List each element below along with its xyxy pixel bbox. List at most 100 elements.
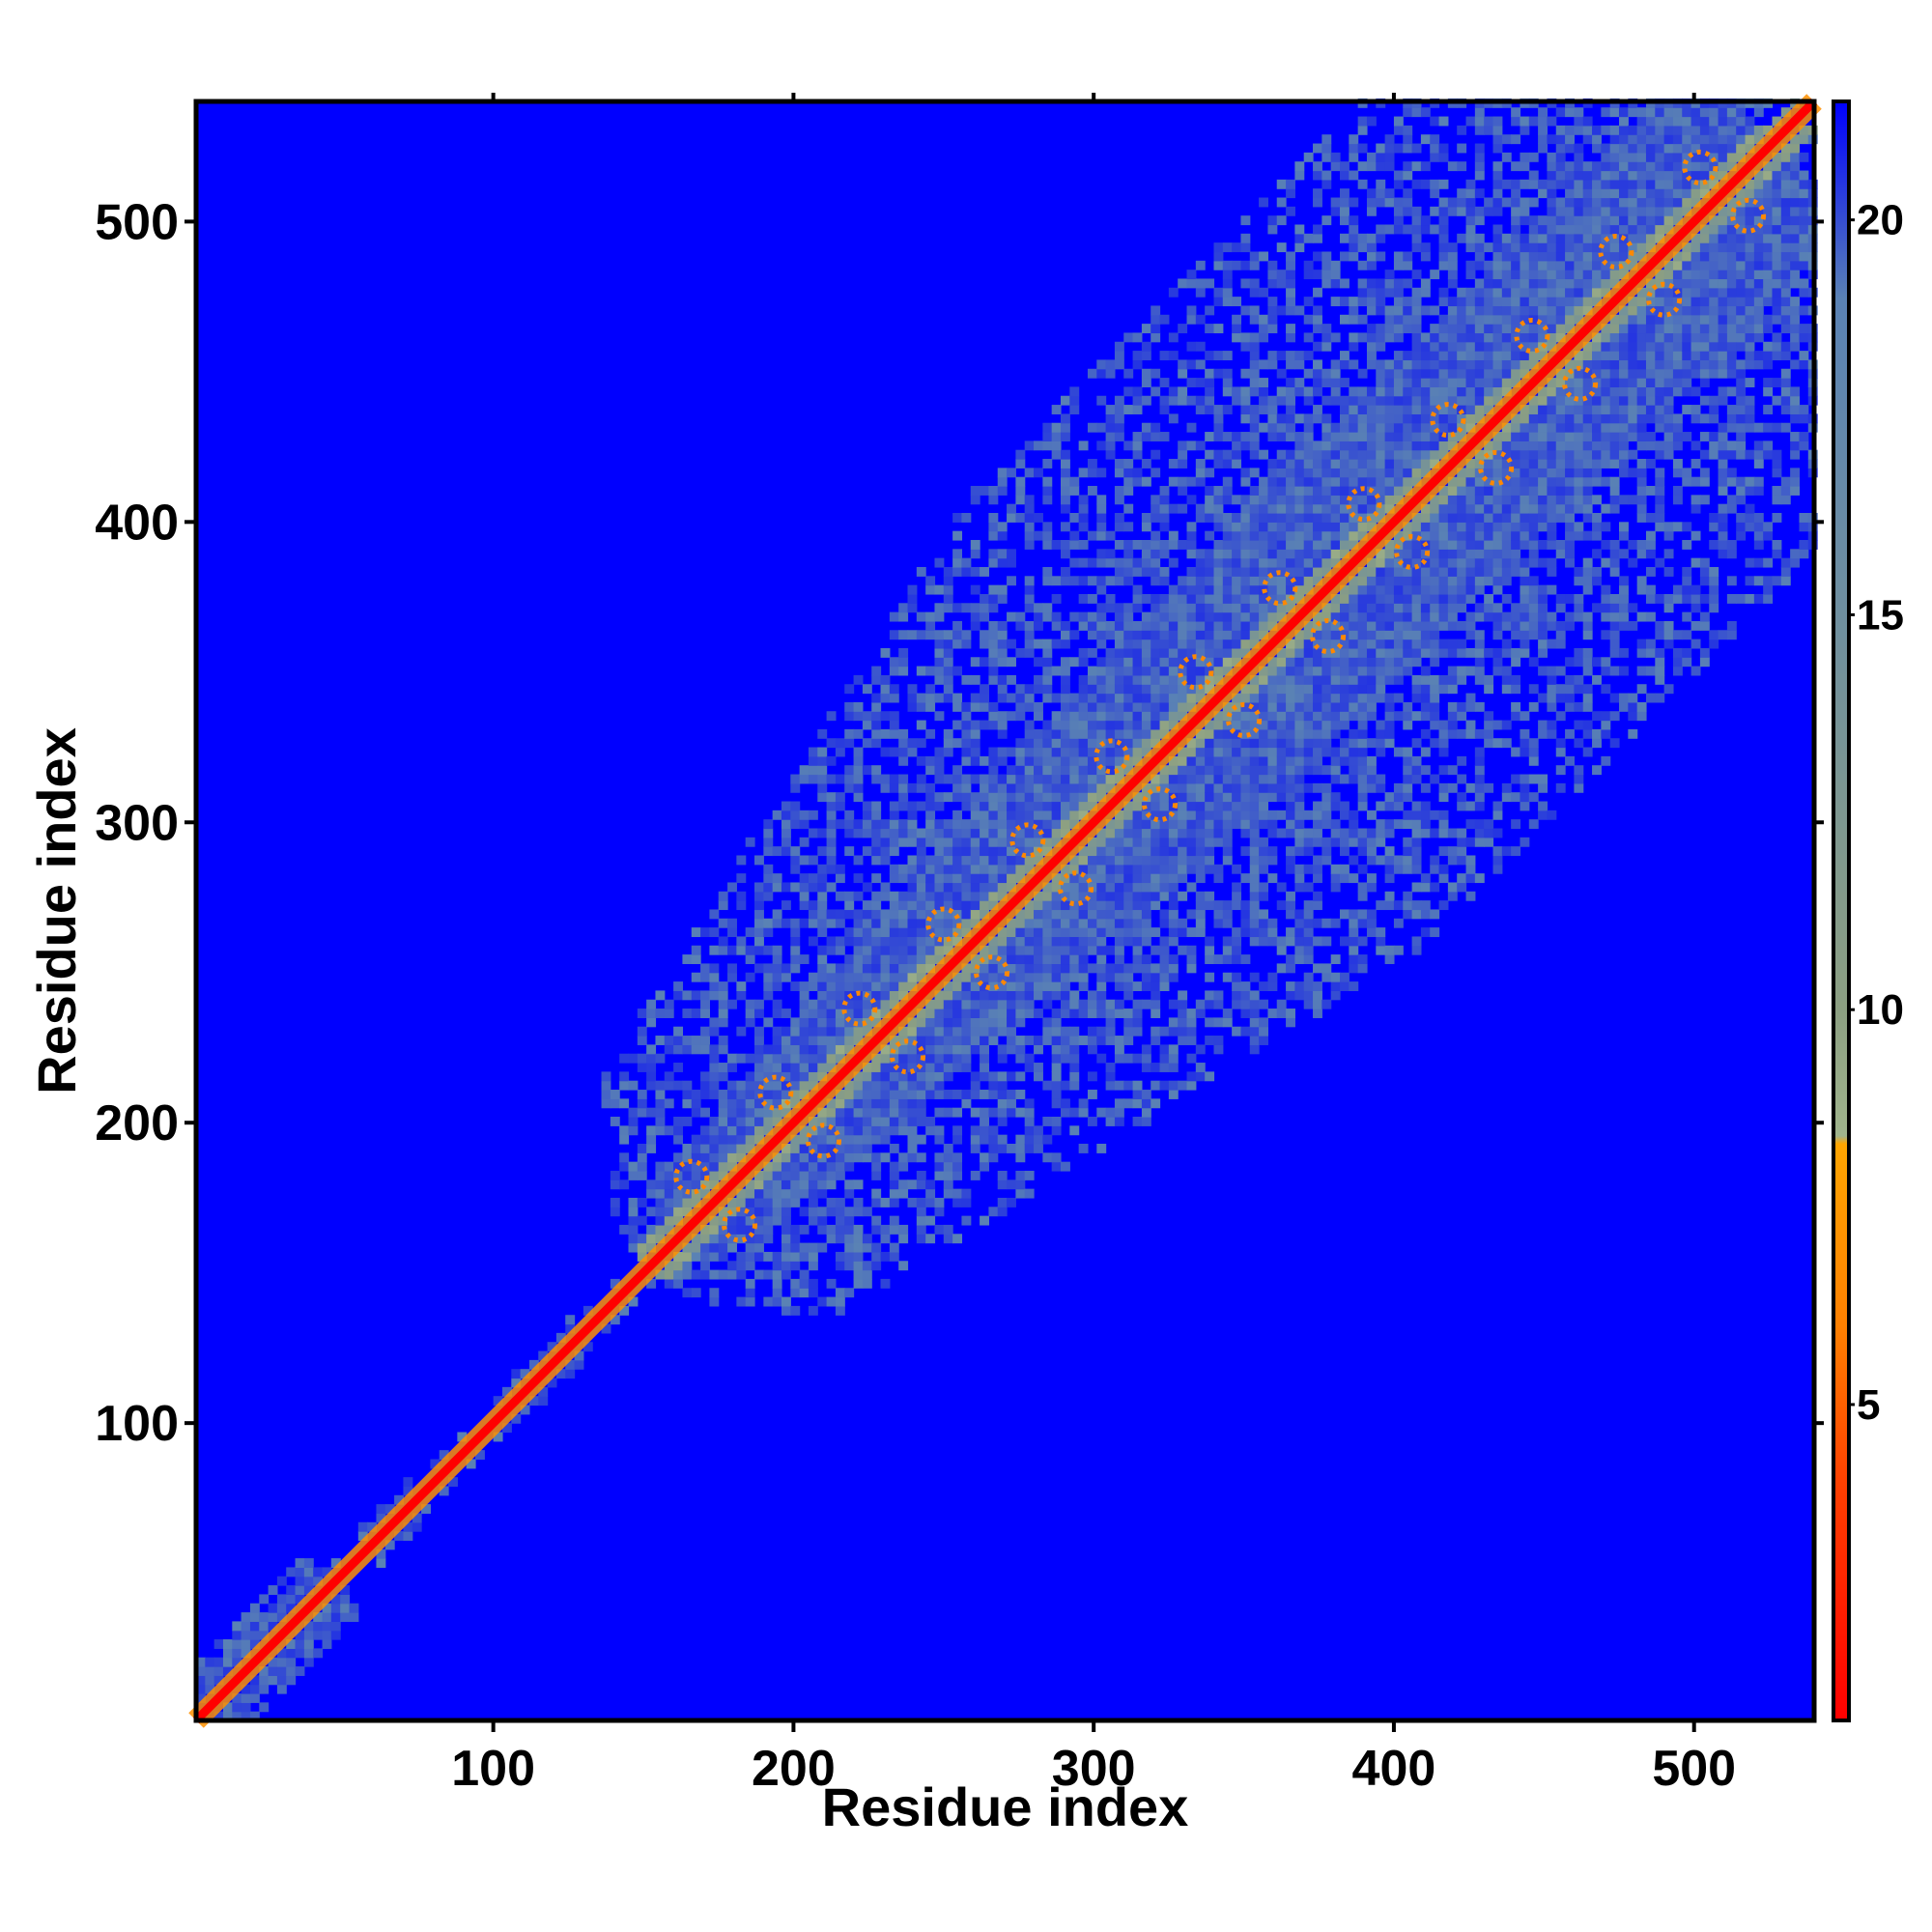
heatmap-cell bbox=[1357, 332, 1368, 343]
heatmap-cell bbox=[1321, 539, 1332, 550]
heatmap-cell bbox=[1105, 909, 1116, 920]
heatmap-cell bbox=[340, 1603, 351, 1613]
heatmap-cell bbox=[1078, 900, 1089, 911]
heatmap-cell bbox=[1042, 755, 1053, 766]
heatmap-cell bbox=[988, 1134, 999, 1145]
heatmap-cell bbox=[1069, 576, 1080, 586]
heatmap-cell bbox=[1267, 513, 1278, 523]
heatmap-cell bbox=[1078, 576, 1089, 586]
heatmap-cell bbox=[907, 1098, 918, 1109]
heatmap-cell bbox=[844, 1044, 855, 1055]
heatmap-cell bbox=[1313, 170, 1322, 181]
heatmap-cell bbox=[1051, 801, 1062, 811]
heatmap-cell bbox=[1249, 674, 1260, 685]
heatmap-cell bbox=[1232, 449, 1242, 460]
heatmap-cell bbox=[1042, 720, 1053, 730]
heatmap-cell bbox=[682, 1090, 693, 1099]
heatmap-cell bbox=[1286, 720, 1295, 730]
heatmap-cell bbox=[1420, 909, 1431, 920]
heatmap-cell bbox=[1321, 476, 1332, 487]
heatmap-cell bbox=[862, 1207, 872, 1217]
heatmap-cell bbox=[988, 891, 999, 901]
heatmap-cell bbox=[898, 918, 909, 928]
heatmap-cell bbox=[970, 828, 980, 838]
heatmap-cell bbox=[1232, 819, 1242, 830]
heatmap-cell bbox=[1366, 188, 1377, 199]
heatmap-cell bbox=[1321, 666, 1332, 676]
heatmap-cell bbox=[1430, 927, 1440, 938]
heatmap-cell bbox=[1411, 341, 1422, 352]
heatmap-cell bbox=[1007, 468, 1016, 478]
heatmap-cell bbox=[772, 882, 782, 893]
heatmap-cell bbox=[1313, 720, 1322, 730]
heatmap-cell bbox=[1007, 945, 1016, 955]
heatmap-cell bbox=[988, 1090, 999, 1099]
heatmap-cell bbox=[1411, 909, 1422, 920]
heatmap-cell bbox=[1447, 405, 1458, 414]
heatmap-cell bbox=[1015, 972, 1026, 982]
heatmap-cell bbox=[736, 1117, 747, 1126]
heatmap-cell bbox=[1178, 927, 1188, 938]
heatmap-cell bbox=[682, 1152, 693, 1163]
heatmap-cell bbox=[1114, 513, 1124, 523]
heatmap-cell bbox=[1259, 620, 1269, 631]
heatmap-cell bbox=[1141, 611, 1151, 622]
heatmap-cell bbox=[1024, 810, 1035, 820]
heatmap-cell bbox=[1195, 819, 1206, 830]
heatmap-cell bbox=[862, 909, 872, 920]
heatmap-cell bbox=[1349, 332, 1359, 343]
heatmap-cell bbox=[1267, 468, 1278, 478]
heatmap-cell bbox=[980, 1152, 990, 1163]
heatmap-cell bbox=[1330, 864, 1341, 874]
heatmap-cell bbox=[1393, 143, 1404, 154]
heatmap-cell bbox=[1447, 197, 1458, 208]
heatmap-cell bbox=[880, 837, 891, 847]
heatmap-cell bbox=[1384, 593, 1395, 604]
heatmap-cell bbox=[1313, 440, 1322, 451]
heatmap-cell bbox=[961, 774, 972, 784]
heatmap-cell bbox=[1114, 755, 1124, 766]
heatmap-cell bbox=[1313, 1009, 1322, 1018]
heatmap-cell bbox=[1178, 918, 1188, 928]
heatmap-cell bbox=[1420, 405, 1431, 414]
heatmap-cell bbox=[475, 1450, 485, 1461]
heatmap-cell bbox=[1313, 495, 1322, 505]
heatmap-cell bbox=[844, 972, 855, 982]
heatmap-cell bbox=[1195, 891, 1206, 901]
heatmap-cell bbox=[1294, 738, 1305, 749]
heatmap-cell bbox=[1249, 449, 1260, 460]
heatmap-cell bbox=[1376, 224, 1386, 235]
heatmap-cell bbox=[1087, 693, 1097, 703]
heatmap-cell bbox=[745, 972, 755, 982]
heatmap-cell bbox=[1411, 882, 1422, 893]
heatmap-cell bbox=[1186, 666, 1197, 676]
heatmap-cell bbox=[1186, 647, 1197, 658]
heatmap-cell bbox=[1015, 486, 1026, 496]
heatmap-cell bbox=[1060, 981, 1070, 991]
heatmap-cell bbox=[763, 990, 774, 1001]
heatmap-cell bbox=[295, 1630, 305, 1640]
heatmap-cell bbox=[1313, 539, 1322, 550]
heatmap-cell bbox=[1060, 1053, 1070, 1064]
heatmap-cell bbox=[1114, 900, 1124, 911]
heatmap-cell bbox=[898, 963, 909, 974]
heatmap-cell bbox=[997, 774, 1008, 784]
heatmap-cell bbox=[1249, 720, 1260, 730]
heatmap-cell bbox=[1411, 549, 1422, 559]
heatmap-cell bbox=[709, 963, 720, 974]
heatmap-cell bbox=[961, 1017, 972, 1028]
heatmap-cell bbox=[880, 1224, 891, 1235]
heatmap-cell bbox=[1051, 873, 1062, 884]
heatmap-cell bbox=[1159, 792, 1170, 803]
heatmap-cell bbox=[322, 1630, 332, 1640]
heatmap-cell bbox=[196, 1666, 206, 1676]
heatmap-cell bbox=[1078, 999, 1089, 1009]
heatmap-cell bbox=[1213, 873, 1224, 884]
heatmap-cell bbox=[655, 1161, 666, 1172]
heatmap-cell bbox=[1195, 810, 1206, 820]
heatmap-cell bbox=[871, 1117, 882, 1126]
heatmap-cell bbox=[1195, 918, 1206, 928]
heatmap-cell bbox=[1132, 657, 1143, 668]
heatmap-cell bbox=[853, 1071, 864, 1082]
heatmap-cell bbox=[1132, 819, 1143, 830]
